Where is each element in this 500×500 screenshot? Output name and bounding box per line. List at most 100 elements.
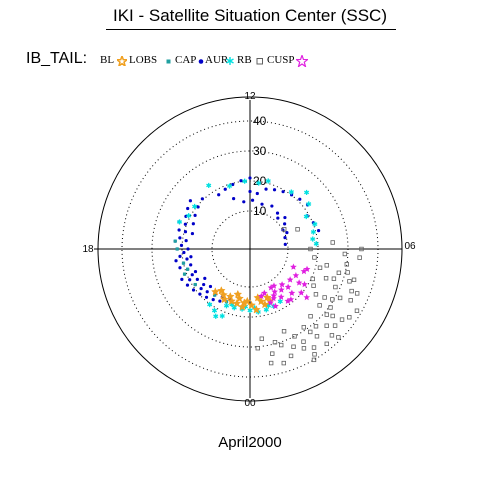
point-rb: [329, 333, 335, 338]
point-bl: [232, 298, 242, 308]
year-label: 2000: [248, 434, 282, 451]
point-rb: [347, 279, 352, 284]
point-cusp: [303, 293, 311, 301]
polar-grid: [94, 96, 403, 402]
point-aur: [303, 189, 310, 196]
point-cap: [283, 236, 287, 240]
point-bl: [210, 287, 220, 296]
point-rb: [313, 292, 319, 297]
point-cap: [281, 190, 285, 194]
point-cap: [188, 278, 192, 282]
scatter-points: [173, 176, 364, 366]
point-cap: [260, 202, 264, 206]
point-cap: [217, 193, 221, 197]
point-cap: [198, 292, 202, 296]
legend-label: IB_TAIL:: [26, 50, 88, 67]
point-cap: [276, 216, 280, 220]
point-cap: [202, 282, 206, 287]
point-cap: [275, 211, 280, 215]
point-aur: [310, 229, 316, 235]
point-rb: [324, 323, 329, 328]
point-cusp: [292, 272, 300, 279]
point-cusp: [272, 302, 279, 309]
point-aur: [213, 313, 219, 319]
point-cap: [208, 284, 213, 289]
point-cap: [203, 276, 207, 280]
point-rb: [339, 317, 345, 322]
point-rb: [354, 308, 360, 313]
point-cusp: [303, 265, 311, 272]
point-rb: [336, 335, 341, 340]
point-rb: [324, 312, 330, 317]
point-cap: [183, 230, 188, 234]
point-cap: [242, 200, 246, 204]
label-left: 18: [82, 244, 94, 255]
point-cusp: [286, 276, 294, 283]
point-cap: [195, 277, 199, 281]
point-rb: [310, 276, 315, 282]
point-rb: [330, 240, 335, 245]
radial-label-40: 40: [253, 114, 267, 128]
point-aur: [211, 307, 218, 314]
point-aur: [206, 182, 212, 189]
point-rb: [332, 323, 338, 328]
point-lobs: [175, 247, 179, 251]
point-lobs: [182, 272, 187, 276]
point-cap: [191, 222, 195, 226]
point-rb: [351, 277, 357, 283]
point-rb: [345, 270, 350, 275]
point-cusp: [284, 283, 292, 290]
point-rb: [349, 288, 354, 294]
point-aur: [265, 178, 271, 184]
point-cap: [270, 204, 274, 208]
point-bl: [216, 286, 226, 295]
point-aur: [263, 307, 269, 313]
point-cap: [174, 259, 178, 263]
point-rb: [282, 227, 287, 232]
legend-item-cap: CAP: [175, 54, 197, 66]
legend-item-aur: AUR: [205, 54, 229, 66]
point-aur: [256, 180, 262, 186]
point-lobs: [193, 282, 197, 287]
legend-item-bl: BL: [100, 54, 115, 66]
point-cap: [239, 179, 243, 183]
point-cap: [199, 286, 203, 291]
point-cap: [182, 250, 186, 255]
point-cap: [180, 277, 184, 281]
point-lobs: [213, 293, 217, 297]
title-underline: [106, 29, 396, 30]
point-aur: [310, 236, 316, 242]
point-cusp: [261, 289, 268, 296]
point-cap: [264, 187, 268, 191]
point-aur: [231, 305, 237, 311]
point-cap: [193, 213, 197, 217]
point-cap: [218, 299, 222, 303]
point-rb: [317, 265, 323, 270]
point-cap: [189, 255, 193, 259]
point-cusp: [270, 295, 277, 302]
point-rb: [311, 357, 317, 363]
point-cusp: [277, 293, 285, 300]
point-aur: [247, 307, 253, 313]
label-top: 12: [244, 91, 256, 102]
point-cap: [184, 238, 188, 243]
point-cap: [200, 197, 204, 201]
point-aur: [313, 241, 319, 247]
point-rb: [308, 329, 313, 335]
point-cap: [186, 206, 190, 211]
point-rb: [344, 262, 349, 267]
point-cap: [272, 188, 277, 192]
point-cusp: [287, 296, 295, 303]
point-cap: [298, 197, 302, 201]
point-cap: [316, 229, 321, 233]
point-cap: [188, 199, 192, 203]
point-aur: [242, 178, 248, 184]
point-rb: [301, 346, 307, 351]
point-aur: [288, 189, 294, 195]
point-rb: [323, 276, 329, 281]
point-rb: [279, 342, 284, 348]
point-rb: [291, 344, 296, 349]
legend-dot-icon: [198, 59, 204, 64]
point-lobs: [173, 239, 177, 243]
